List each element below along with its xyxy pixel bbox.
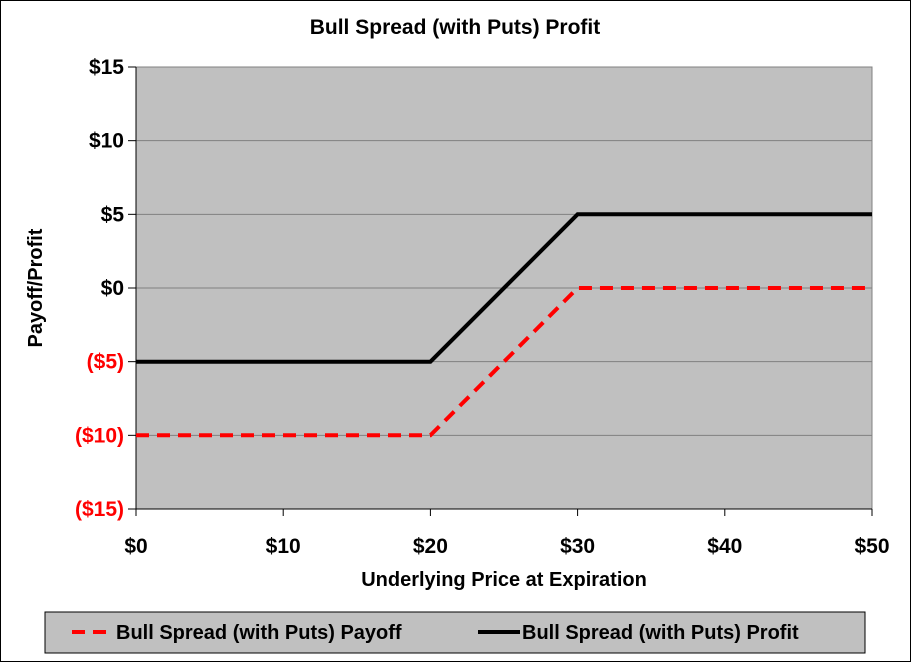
- x-tick-label-0: $0: [124, 535, 147, 558]
- legend-items: Bull Spread (with Puts) Payoff Bull Sprea…: [72, 622, 799, 644]
- series-line-bull-spread-with-puts-payoff: [136, 286, 872, 438]
- x-tick-label-3: $30: [560, 535, 595, 558]
- y-tick-label-2: $5: [101, 203, 125, 226]
- y-tick-label-0: $15: [89, 56, 124, 79]
- y-tick-label-3: $0: [101, 277, 124, 300]
- y-axis-title: Payoff/Profit: [25, 228, 47, 347]
- series-line-bull-spread-with-puts-profit: [136, 212, 872, 364]
- y-tick-label-5: ($10): [75, 424, 124, 447]
- legend: [44, 611, 866, 654]
- x-tick-label-4: $40: [707, 535, 742, 558]
- y-tick-label-1: $10: [89, 130, 124, 153]
- x-tick-label-5: $50: [854, 535, 889, 558]
- legend-label-bull-spread-with-puts-payoff: Bull Spread (with Puts) Payoff: [116, 622, 402, 644]
- x-axis-title: Underlying Price at Expiration: [361, 569, 647, 591]
- y-tick-label-4: ($5): [87, 351, 124, 374]
- series-layer: [136, 212, 872, 438]
- x-tick-label-2: $20: [413, 535, 448, 558]
- y-tick-label-6: ($15): [75, 498, 124, 521]
- legend-label-bull-spread-with-puts-profit: Bull Spread (with Puts) Profit: [522, 622, 799, 644]
- x-tick-label-1: $10: [266, 535, 301, 558]
- chart-title: Bull Spread (with Puts) Profit: [310, 16, 601, 39]
- y-tick-labels: $15 $10 $5 $0 ($5) ($10) ($15): [75, 56, 124, 521]
- x-tick-labels: $0 $10 $20 $30 $40 $50: [124, 535, 889, 558]
